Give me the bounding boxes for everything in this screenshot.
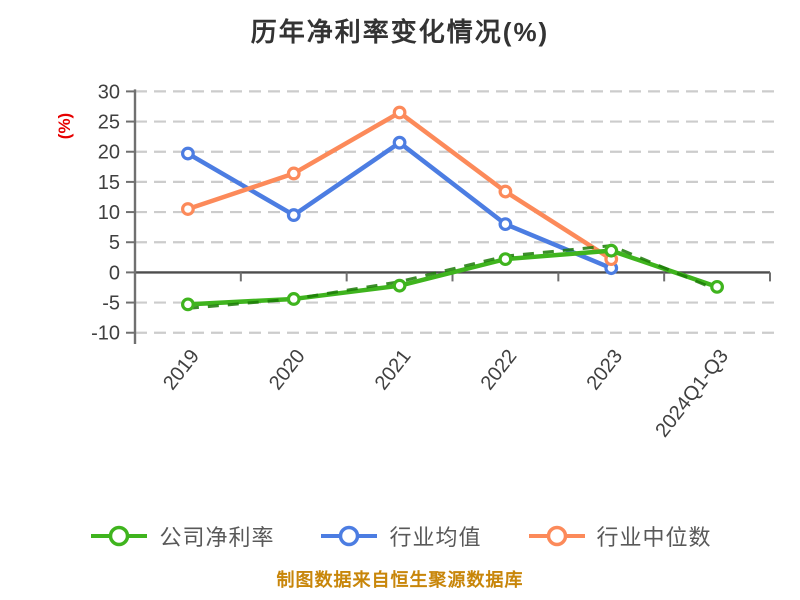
industry-median-line-marker-icon xyxy=(528,525,585,547)
legend-item-industry-median: 行业中位数 xyxy=(526,520,712,552)
series-line-1 xyxy=(185,140,614,271)
data-point xyxy=(181,146,195,161)
data-point xyxy=(392,105,407,120)
legend-label-industry-mean: 行业均值 xyxy=(389,525,482,550)
company-line-marker-icon xyxy=(91,525,148,547)
series-dash-overlay-0 xyxy=(187,244,718,310)
x-tick-label: 2022 xyxy=(477,346,522,395)
legend-item-company: 公司净利率 xyxy=(88,520,274,552)
x-tick-label: 2021 xyxy=(371,346,416,395)
x-tick-label: 2019 xyxy=(159,346,204,395)
y-tick-label: 10 xyxy=(98,202,120,224)
y-tick-label: 15 xyxy=(98,172,120,194)
data-point xyxy=(286,292,301,306)
data-point xyxy=(498,217,513,232)
legend-label-industry-median: 行业中位数 xyxy=(596,525,712,550)
y-tick-label: 30 xyxy=(98,81,120,103)
data-point xyxy=(181,202,195,216)
grid-layer xyxy=(135,90,775,334)
series-layer xyxy=(181,105,724,312)
data-point xyxy=(392,278,407,293)
data-point xyxy=(498,184,513,199)
data-point xyxy=(286,166,301,181)
data-point xyxy=(710,279,724,294)
y-tick-label: 5 xyxy=(109,232,120,254)
x-tick-label: 2024Q1-Q3 xyxy=(651,346,733,442)
x-tick-label: 2020 xyxy=(265,346,310,395)
data-point xyxy=(498,252,513,267)
y-tick-label: 20 xyxy=(98,142,120,164)
industry-mean-line-marker-icon xyxy=(321,525,378,547)
y-tick-label: -10 xyxy=(91,323,120,345)
series-line-2 xyxy=(185,110,614,262)
legend: 公司净利率 行业均值 行业中位数 xyxy=(0,520,800,552)
y-tick-label: 25 xyxy=(98,112,120,134)
y-tick-label: 0 xyxy=(109,262,120,284)
data-point xyxy=(392,135,407,150)
legend-item-industry-mean: 行业均值 xyxy=(318,520,481,552)
data-point xyxy=(286,208,301,222)
data-point xyxy=(604,243,619,258)
data-source-note: 制图数据来自恒生聚源数据库 xyxy=(276,570,524,590)
chart-title: 历年净利率变化情况(%) xyxy=(250,17,550,47)
y-tick-label: -5 xyxy=(102,293,120,315)
x-tick-label: 2023 xyxy=(582,346,627,395)
y-axis-unit-label: (%) xyxy=(55,113,74,139)
data-point xyxy=(181,297,195,312)
legend-label-company: 公司净利率 xyxy=(159,525,275,550)
